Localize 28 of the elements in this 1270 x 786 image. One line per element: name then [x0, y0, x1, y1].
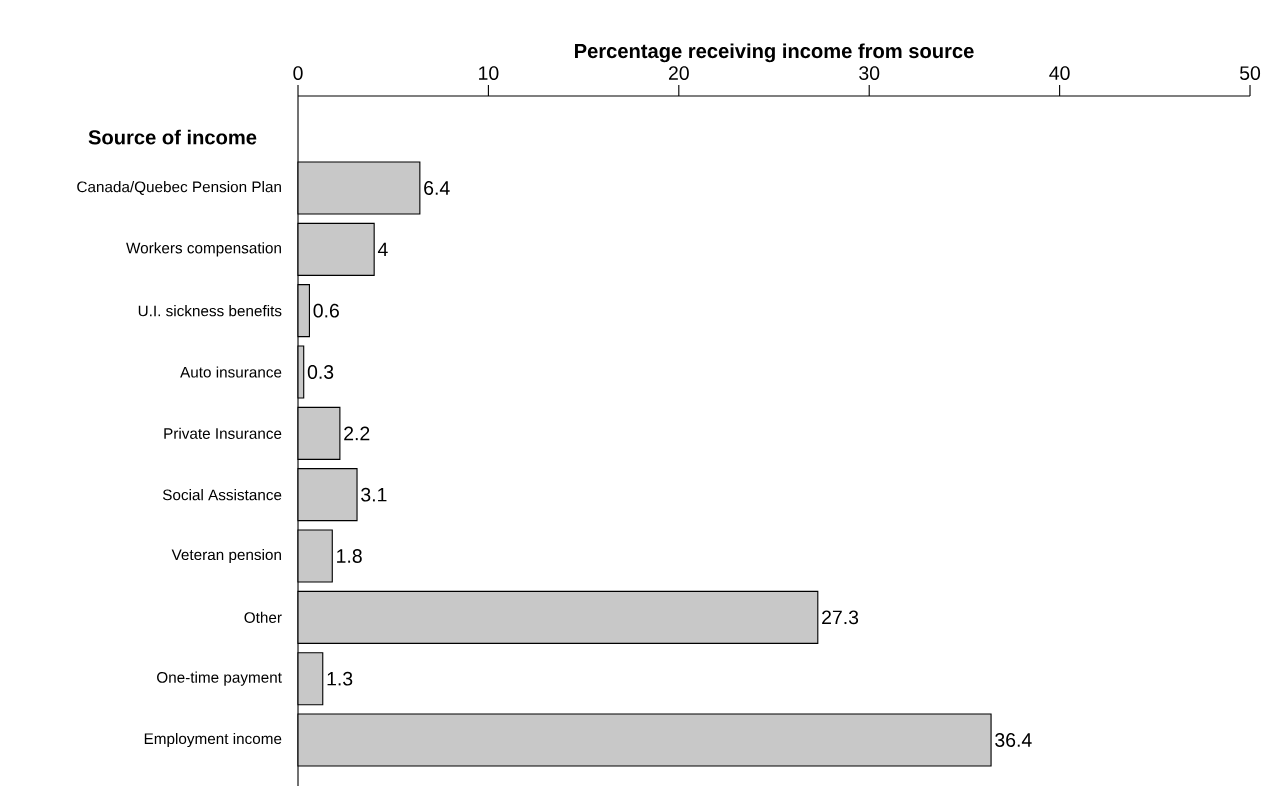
data-label: 0.6 — [313, 303, 339, 318]
y-tick-label: Canada/Quebec Pension Plan — [77, 181, 281, 195]
data-label: 1.8 — [337, 549, 362, 563]
x-tick-label: 50 — [1239, 66, 1261, 80]
x-tick-label: 20 — [668, 66, 689, 80]
y-tick-label: Workers compensation — [126, 242, 281, 257]
x-axis-title: Percentage receiving income from source — [575, 43, 974, 63]
x-tick-label: 30 — [859, 66, 880, 80]
y-tick-label: Private Insurance — [164, 427, 282, 439]
y-tick-label: U.I. sickness benefits — [138, 305, 282, 317]
y-tick-label: Veteran pension — [171, 548, 281, 564]
data-label: 6.4 — [424, 181, 450, 195]
data-label: 3.1 — [361, 487, 387, 502]
y-tick-label: Social Assistance — [162, 489, 282, 501]
data-label: 2.2 — [344, 426, 370, 441]
y-tick-label: Employment income — [144, 732, 282, 748]
data-label: 4 — [377, 242, 388, 257]
x-tick-label: 0 — [293, 66, 303, 80]
x-tick-label: 40 — [1049, 66, 1070, 80]
y-axis-title: Source of income — [88, 129, 257, 145]
data-label: 1.3 — [327, 671, 353, 686]
y-tick-label: Auto insurance — [180, 366, 282, 378]
y-tick-label: Other — [244, 611, 282, 623]
data-label: 36.4 — [995, 733, 1032, 747]
data-label: 0.3 — [307, 365, 334, 379]
y-tick-label: One-time payment — [157, 671, 282, 686]
data-label: 27.3 — [822, 610, 859, 625]
x-tick-label: 10 — [479, 66, 499, 80]
